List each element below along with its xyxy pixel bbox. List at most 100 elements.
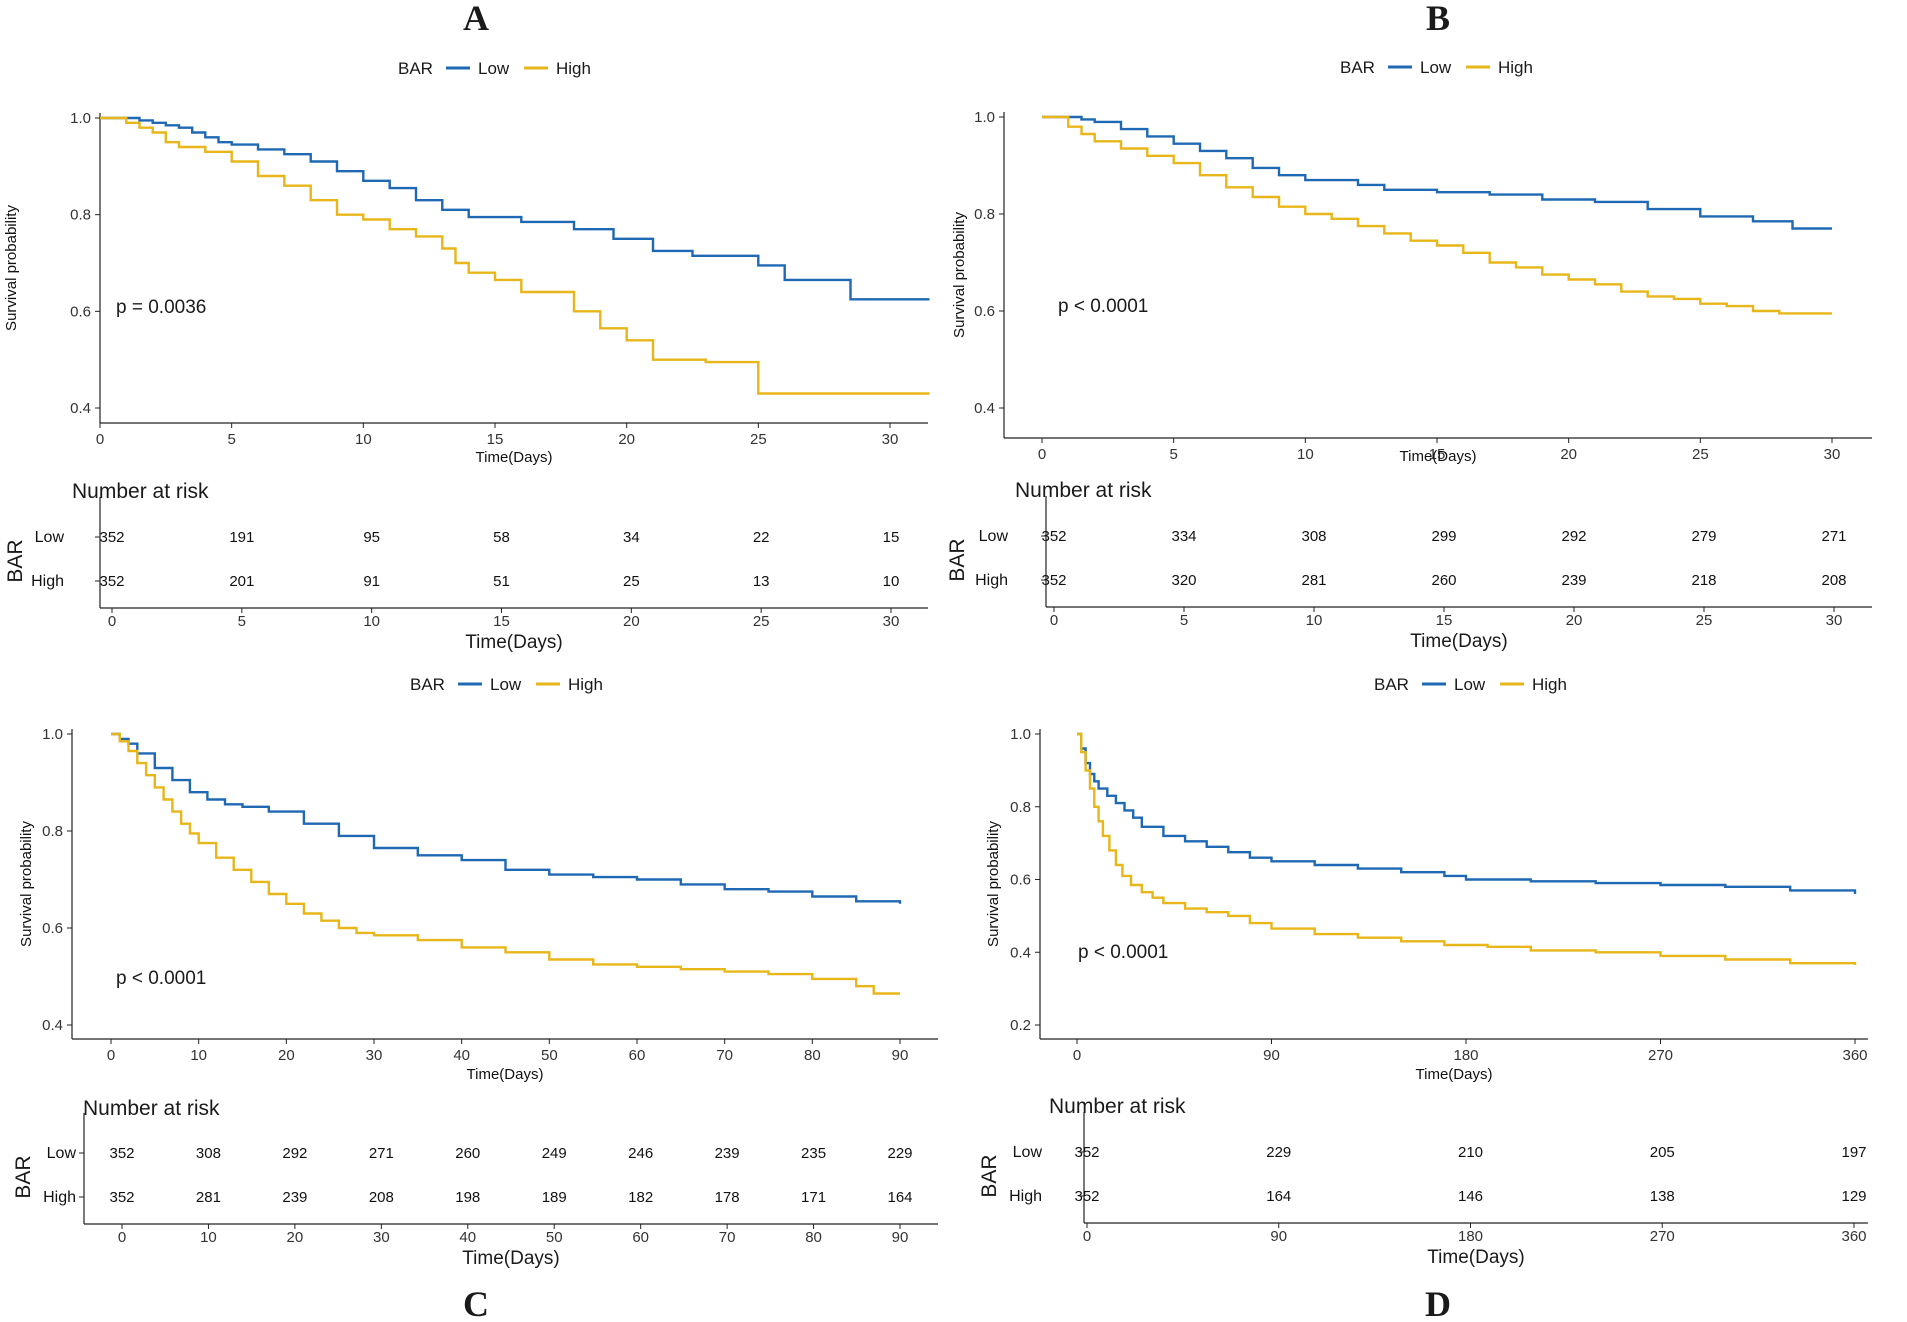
risk-count-high: 208: [369, 1189, 394, 1206]
risk-count-low: 352: [99, 529, 124, 546]
p-value: p < 0.0001: [1078, 942, 1168, 963]
legend-title: BAR: [398, 59, 433, 78]
x-tick-label: 90: [1263, 1047, 1280, 1064]
legend-label-low: Low: [1454, 675, 1486, 694]
risk-x-tick-label: 10: [200, 1229, 217, 1246]
risk-x-tick-label: 0: [108, 613, 116, 630]
legend-label-low: Low: [1420, 58, 1452, 77]
risk-count-high: 198: [455, 1189, 480, 1206]
risk-table-title: Number at risk: [1015, 479, 1152, 502]
risk-table-title: Number at risk: [1049, 1095, 1186, 1118]
p-value: p < 0.0001: [116, 968, 206, 989]
x-tick-label: 30: [1824, 446, 1841, 463]
y-tick-label: 0.4: [70, 400, 91, 417]
risk-count-low: 308: [1301, 528, 1326, 545]
risk-table-title: Number at risk: [72, 480, 209, 503]
risk-x-tick-label: 70: [719, 1229, 736, 1246]
risk-x-tick-label: 10: [1306, 612, 1323, 629]
risk-table-title: Number at risk: [83, 1097, 220, 1120]
x-tick-label: 10: [355, 431, 372, 448]
risk-count-low: 15: [883, 529, 900, 546]
x-tick-label: 10: [190, 1047, 207, 1064]
legend: BAR Low High: [1374, 675, 1567, 694]
panel-b: B BAR Low High 0.4 0.6 0.8 1.0 0 5 10 15 20 25 30 Survi…: [946, 0, 1872, 652]
risk-count-low: 299: [1431, 528, 1456, 545]
risk-x-tick-label: 50: [546, 1229, 563, 1246]
risk-count-low: 34: [623, 529, 640, 546]
y-tick-label: 0.4: [42, 1017, 63, 1034]
y-axis-title: Survival probability: [3, 205, 20, 331]
y-tick-label: 0.4: [974, 400, 995, 417]
risk-count-low: 197: [1841, 1144, 1866, 1161]
panel-d: D BAR Low High 0.2 0.4 0.6 0.8 1.0 0 90 180 270 360 Su…: [978, 675, 1868, 1322]
risk-strata-low: Low: [979, 528, 1009, 545]
risk-strata-title: BAR: [978, 1154, 1001, 1197]
risk-strata-low: Low: [1013, 1144, 1043, 1161]
risk-count-low: 235: [801, 1145, 826, 1162]
risk-count-low: 246: [628, 1145, 653, 1162]
x-tick-label: 25: [1692, 446, 1709, 463]
x-tick-label: 180: [1453, 1047, 1478, 1064]
risk-strata-high: High: [31, 573, 64, 590]
risk-count-high: 146: [1458, 1188, 1483, 1205]
x-axis-title: Time(Days): [467, 1066, 544, 1083]
x-tick-label: 10: [1297, 446, 1314, 463]
x-tick-label: 15: [487, 431, 504, 448]
x-axis-title: Time(Days): [476, 449, 553, 466]
risk-x-tick-label: 30: [1826, 612, 1843, 629]
risk-x-tick-label: 80: [805, 1229, 822, 1246]
x-tick-label: 40: [453, 1047, 470, 1064]
risk-count-high: 164: [1266, 1188, 1291, 1205]
x-tick-label: 30: [882, 431, 899, 448]
legend-title: BAR: [410, 675, 445, 694]
survival-curve-low: [1042, 115, 1832, 230]
risk-count-high: 208: [1821, 572, 1846, 589]
risk-count-high: 51: [493, 573, 510, 590]
panel-letter: A: [463, 0, 489, 38]
risk-count-high: 352: [99, 573, 124, 590]
risk-strata-low: Low: [35, 529, 65, 546]
survival-curve-high: [1042, 115, 1832, 315]
risk-x-tick-label: 5: [238, 613, 246, 630]
x-axis-title: Time(Days): [1400, 448, 1477, 465]
x-tick-label: 0: [1073, 1047, 1081, 1064]
risk-x-tick-label: 5: [1180, 612, 1188, 629]
y-tick-label: 0.2: [1010, 1017, 1031, 1034]
risk-x-tick-label: 90: [1270, 1228, 1287, 1245]
legend-title: BAR: [1340, 58, 1375, 77]
plot-axes: 0.4 0.6 0.8 1.0 0 5 10 15 20 25 30 Survival probabi…: [3, 110, 928, 466]
risk-x-tick-label: 0: [1083, 1228, 1091, 1245]
legend-title: BAR: [1374, 675, 1409, 694]
risk-x-tick-label: 20: [1566, 612, 1583, 629]
risk-x-tick-label: 180: [1458, 1228, 1483, 1245]
risk-count-high: 201: [229, 573, 254, 590]
legend-label-high: High: [568, 675, 603, 694]
panel-letter: C: [463, 1284, 489, 1322]
risk-count-high: 352: [109, 1189, 134, 1206]
risk-count-high: 281: [1301, 572, 1326, 589]
risk-count-low: 271: [369, 1145, 394, 1162]
survival-curve-low: [100, 116, 930, 301]
x-tick-label: 25: [750, 431, 767, 448]
x-tick-label: 270: [1648, 1047, 1673, 1064]
y-tick-label: 0.4: [1010, 944, 1031, 961]
x-tick-label: 50: [541, 1047, 558, 1064]
risk-x-tick-label: 25: [753, 613, 770, 630]
x-tick-label: 80: [804, 1047, 821, 1064]
risk-x-tick-label: 25: [1696, 612, 1713, 629]
risk-x-tick-label: 0: [118, 1229, 126, 1246]
panel-letter: B: [1426, 0, 1450, 38]
risk-count-high: 129: [1841, 1188, 1866, 1205]
risk-x-tick-label: 30: [883, 613, 900, 630]
risk-count-high: 171: [801, 1189, 826, 1206]
x-tick-label: 360: [1842, 1047, 1867, 1064]
panel-c: C BAR Low High 0.4 0.6 0.8 1.0 0 10 20 30 40 50 60 70 80…: [12, 675, 938, 1322]
risk-count-low: 95: [363, 529, 380, 546]
risk-x-tick-label: 0: [1050, 612, 1058, 629]
y-tick-label: 0.8: [1010, 799, 1031, 816]
x-tick-label: 5: [227, 431, 235, 448]
risk-count-high: 260: [1431, 572, 1456, 589]
risk-table: Number at risk BAR Low High 352 352 0 229 164 90 2…: [978, 1095, 1868, 1268]
survival-curve-low: [1077, 732, 1857, 894]
